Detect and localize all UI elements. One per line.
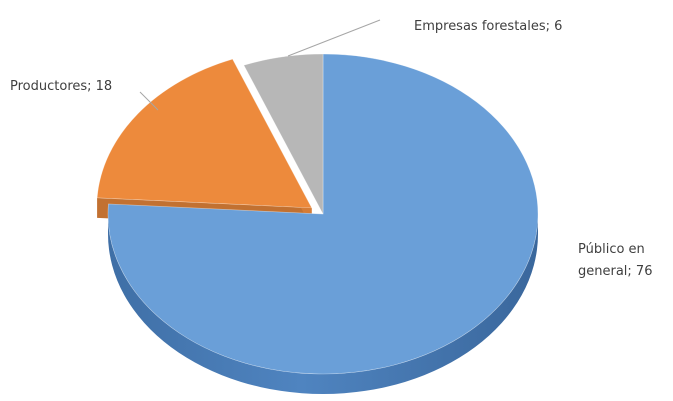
slice-productores: [96, 58, 313, 209]
data-label-publico-en-general: Público en general; 76: [578, 242, 652, 279]
leader-line-empresas-forestales: [287, 19, 381, 57]
slice-empresas-forestales: [243, 53, 324, 215]
leader-line-productores: [139, 91, 159, 111]
leader-lines: [139, 19, 381, 111]
pie-top-slices: [96, 53, 539, 375]
data-label-empresas-forestales: Empresas forestales; 6: [414, 19, 562, 34]
data-label-productores: Productores; 18: [10, 79, 112, 94]
data-labels: Público en general; 76 Productores; 18 Empr…: [10, 19, 652, 279]
